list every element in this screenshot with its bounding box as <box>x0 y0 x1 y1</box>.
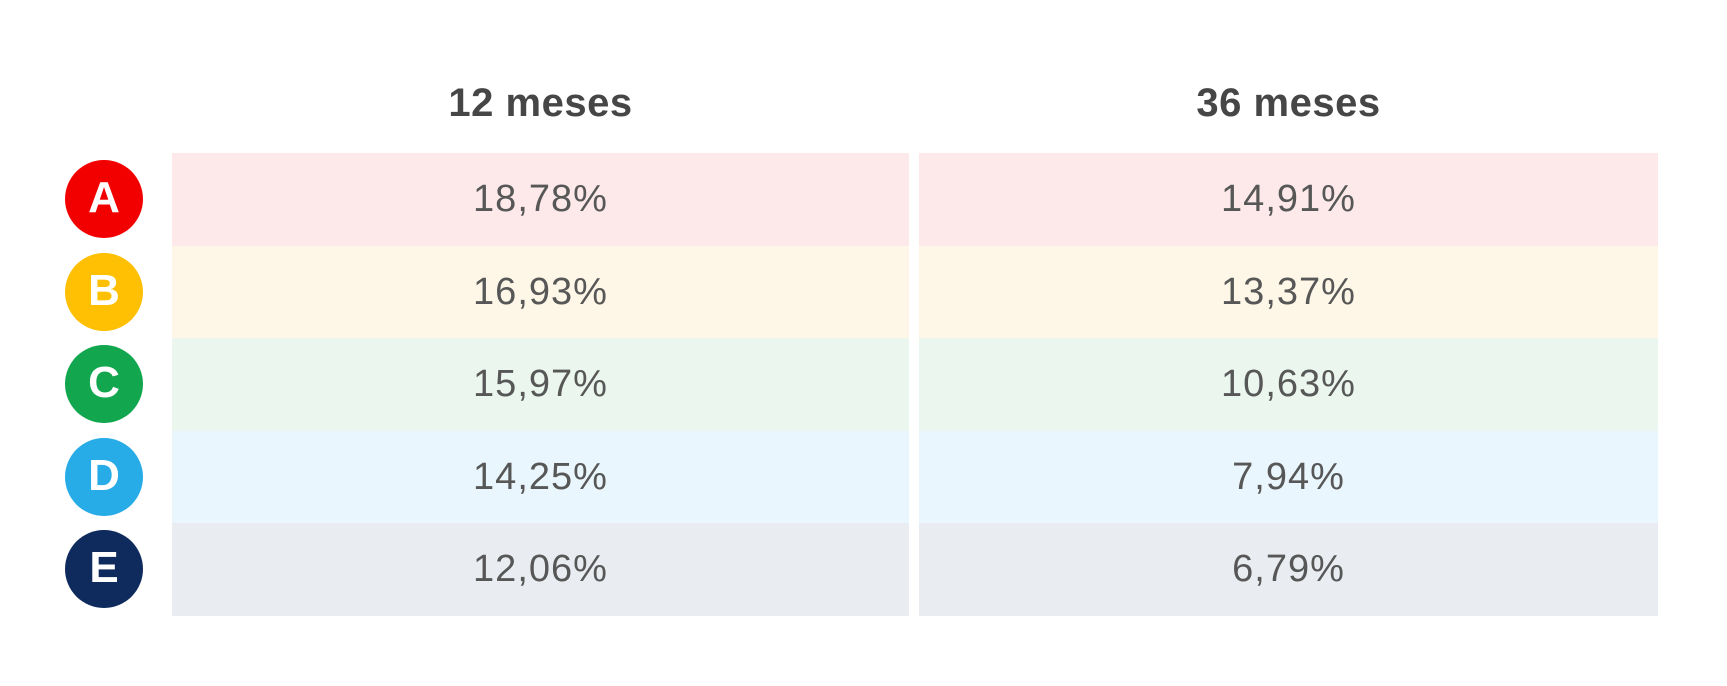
value-cell-b-12m: 16,93% <box>172 245 909 338</box>
value-cell-a-36m: 14,91% <box>919 153 1658 246</box>
badge-cell-e: E <box>0 523 172 616</box>
profile-e-badge: E <box>65 530 143 609</box>
profile-a-badge: A <box>65 160 143 239</box>
column-gap <box>909 431 919 524</box>
value-cell-a-12m: 18,78% <box>172 153 909 246</box>
column-gap <box>909 153 919 246</box>
badge-cell-b: B <box>0 246 172 339</box>
value-cell-c-12m: 15,97% <box>172 338 909 431</box>
right-margin <box>1658 431 1727 524</box>
table-row-b: B 16,93% 13,37% <box>0 245 1727 339</box>
badge-cell-c: C <box>0 338 172 431</box>
column-headers-row: 12 meses 36 meses <box>0 0 1727 153</box>
right-margin <box>1658 523 1727 616</box>
value-cell-b-36m: 13,37% <box>919 245 1658 338</box>
column-gap <box>909 338 919 431</box>
value-cell-d-36m: 7,94% <box>919 430 1658 523</box>
badge-cell-a: A <box>0 153 172 246</box>
column-gap <box>909 246 919 339</box>
value-cell-c-36m: 10,63% <box>919 338 1658 431</box>
column-header-36-meses: 36 meses <box>1196 81 1381 125</box>
right-margin <box>1658 153 1727 246</box>
value-cell-e-36m: 6,79% <box>919 523 1658 616</box>
table-row-e: E 12,06% 6,79% <box>0 523 1727 616</box>
value-cell-d-12m: 14,25% <box>172 430 909 523</box>
profile-b-badge: B <box>65 252 143 331</box>
column-header-12-meses: 12 meses <box>448 81 633 125</box>
table-row-a: A 18,78% 14,91% <box>0 153 1727 246</box>
right-margin <box>1658 338 1727 431</box>
profile-d-badge: D <box>65 437 143 516</box>
value-cell-e-12m: 12,06% <box>172 523 909 616</box>
table-row-c: C 15,97% 10,63% <box>0 338 1727 431</box>
table-row-d: D 14,25% 7,94% <box>0 430 1727 524</box>
badge-cell-d: D <box>0 431 172 524</box>
column-gap <box>909 523 919 616</box>
right-margin <box>1658 246 1727 339</box>
profile-c-badge: C <box>65 345 143 424</box>
